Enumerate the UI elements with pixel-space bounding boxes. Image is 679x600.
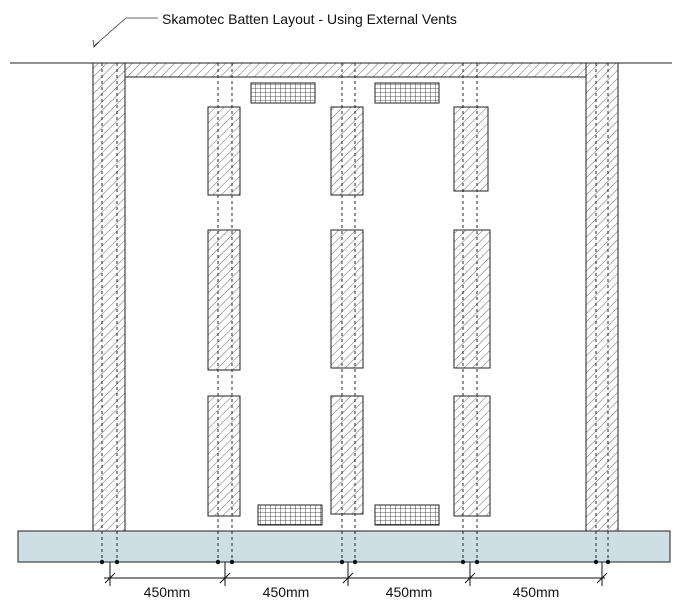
- title-leader: [92, 17, 158, 48]
- batten-col2-bottom: [330, 395, 364, 515]
- batten-col1-top: [207, 106, 241, 196]
- batten-col3-middle: [453, 229, 491, 369]
- top-batten: [124, 62, 587, 78]
- dimension-label-2: 450mm: [263, 584, 310, 600]
- dimension-label-1: 450mm: [144, 584, 191, 600]
- right-wall-batten: [585, 62, 619, 532]
- diagram-title: Skamotec Batten Layout - Using External …: [162, 11, 457, 27]
- centre-dots: [99, 559, 611, 565]
- vent-top-left: [250, 82, 316, 104]
- vent-bottom-left: [257, 504, 323, 526]
- batten-col3-top: [453, 106, 489, 192]
- vent-top-right: [374, 82, 440, 104]
- batten-col2-middle: [330, 229, 364, 369]
- batten-col2-top: [330, 106, 364, 196]
- dimension-label-4: 450mm: [513, 584, 560, 600]
- base-plate: [17, 530, 671, 563]
- dimension-line: [104, 562, 608, 586]
- centre-lines: [101, 63, 609, 562]
- batten-col3-bottom: [453, 395, 491, 517]
- left-wall-batten: [92, 62, 126, 532]
- batten-col1-middle: [207, 229, 241, 371]
- dimension-label-3: 450mm: [386, 584, 433, 600]
- batten-col1-bottom: [207, 395, 241, 517]
- vent-bottom-right: [374, 504, 440, 526]
